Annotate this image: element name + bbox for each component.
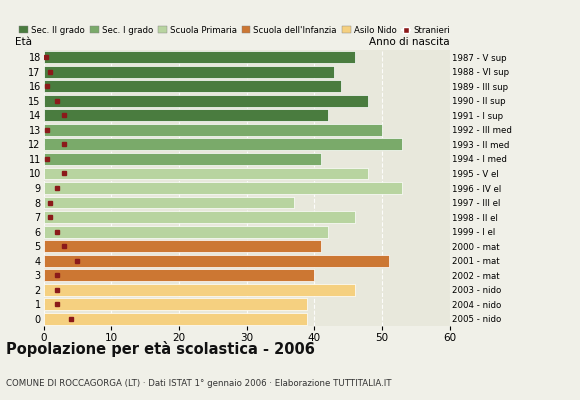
Text: Popolazione per età scolastica - 2006: Popolazione per età scolastica - 2006 [6,341,315,357]
Bar [44,313,307,325]
Bar [44,95,368,107]
Bar [44,153,321,165]
Bar [44,182,402,194]
Bar [44,80,341,92]
Text: Anno di nascita: Anno di nascita [369,37,450,47]
Bar [44,124,382,136]
Bar [44,211,355,223]
Text: COMUNE DI ROCCAGORGA (LT) · Dati ISTAT 1° gennaio 2006 · Elaborazione TUTTITALIA: COMUNE DI ROCCAGORGA (LT) · Dati ISTAT 1… [6,379,392,388]
Text: Età: Età [15,37,32,47]
Bar [44,196,294,208]
Bar [44,269,314,281]
Bar [44,168,368,180]
Legend: Sec. II grado, Sec. I grado, Scuola Primaria, Scuola dell'Infanzia, Asilo Nido, : Sec. II grado, Sec. I grado, Scuola Prim… [19,26,450,35]
Bar [44,110,328,121]
Bar [44,284,355,296]
Bar [44,298,307,310]
Bar [44,226,328,238]
Bar [44,66,335,78]
Bar [44,51,355,63]
Bar [44,255,389,266]
Bar [44,138,402,150]
Bar [44,240,321,252]
